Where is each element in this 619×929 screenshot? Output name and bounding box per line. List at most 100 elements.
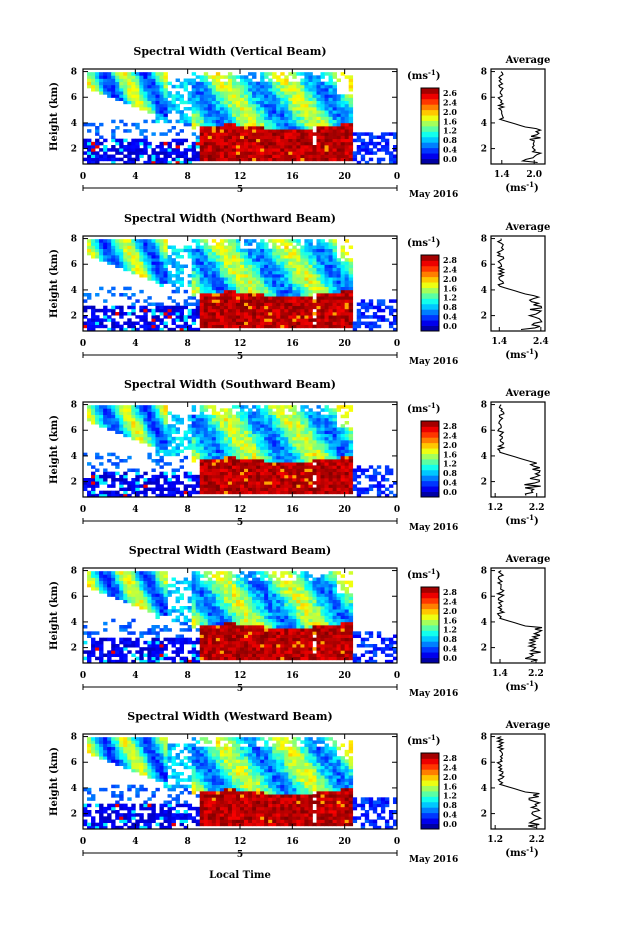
heat-cell: [163, 157, 168, 162]
heat-cell: [268, 443, 273, 447]
heat-cell: [308, 481, 313, 485]
heat-cell: [276, 459, 281, 463]
heat-cell: [316, 446, 321, 450]
heat-cell: [276, 302, 281, 307]
heat-cell: [219, 248, 225, 253]
heat-cell: [203, 245, 209, 250]
heat-cell: [252, 312, 257, 316]
heat-cell: [139, 91, 144, 95]
heat-cell: [336, 119, 341, 124]
heat-cell: [344, 94, 350, 98]
heat-cell: [211, 148, 217, 152]
heat-cell: [203, 433, 209, 438]
heat-cell: [227, 433, 233, 438]
heat-cell: [235, 321, 241, 326]
heat-cell: [280, 487, 285, 492]
heat-cell: [308, 487, 313, 492]
heat-cell: [280, 315, 285, 319]
heat-cell: [252, 446, 257, 450]
heat-cell: [91, 421, 96, 425]
heat-cell: [300, 129, 305, 133]
heat-cell: [215, 122, 221, 127]
heat-cell: [143, 107, 148, 111]
heat-cell: [231, 126, 237, 130]
heat-cell: [159, 408, 164, 412]
heat-cell: [227, 141, 233, 146]
heat-cell: [316, 449, 321, 454]
heat-cell: [376, 135, 382, 140]
heat-cell: [252, 280, 257, 284]
heat-cell: [304, 141, 309, 146]
heat-cell: [163, 446, 168, 450]
heat-cell: [147, 78, 152, 83]
heat-cell: [280, 305, 285, 310]
heat-cell: [260, 312, 265, 316]
heat-cell: [240, 94, 245, 98]
heat-cell: [231, 107, 237, 111]
heat-cell: [328, 107, 333, 111]
heat-cell: [159, 283, 164, 288]
heat-cell: [320, 283, 325, 288]
heat-cell: [332, 251, 337, 256]
heat-cell: [316, 452, 321, 457]
colorbar-segment: [421, 303, 439, 310]
heat-cell: [151, 107, 156, 111]
heat-cell: [231, 88, 237, 92]
heat-cell: [87, 293, 92, 297]
heat-cell: [300, 94, 305, 98]
heat-cell: [107, 490, 112, 495]
heat-cell: [324, 88, 329, 92]
heat-cell: [147, 427, 152, 431]
heat-cell: [227, 449, 233, 454]
heat-cell: [219, 242, 225, 246]
heat-cell: [155, 408, 160, 412]
heat-cell: [272, 324, 277, 329]
x-tick-label: 0: [394, 172, 400, 182]
heat-cell: [268, 157, 273, 162]
heat-cell: [296, 277, 301, 281]
heat-cell: [304, 302, 309, 307]
heat-cell: [304, 122, 309, 127]
heat-cell: [235, 261, 241, 265]
heat-cell: [227, 75, 233, 79]
heat-cell: [119, 478, 124, 482]
heat-cell: [300, 321, 305, 326]
heat-cell: [320, 110, 325, 114]
heat-cell: [191, 148, 197, 152]
heat-cell: [316, 119, 321, 124]
x-tick-label: 8: [185, 339, 191, 349]
heat-cell: [127, 242, 132, 246]
heat-cell: [199, 94, 205, 98]
heat-cell: [95, 78, 100, 83]
heat-cell: [256, 421, 261, 425]
heat-cell: [231, 293, 237, 297]
heat-cell: [87, 580, 92, 585]
heat-cell: [215, 312, 221, 316]
heat-cell: [119, 88, 124, 92]
heat-cell: [107, 239, 112, 243]
average-frame: [490, 68, 546, 165]
heat-cell: [304, 490, 309, 495]
heat-cell: [103, 308, 108, 313]
heat-cell: [163, 462, 168, 466]
heat-cell: [348, 141, 354, 146]
heat-cell: [252, 318, 257, 322]
heat-cell: [384, 305, 390, 310]
heat-cell: [348, 100, 354, 105]
heat-cell: [344, 157, 350, 162]
heat-cell: [248, 424, 253, 428]
heat-cell: [296, 242, 301, 246]
heat-cell: [199, 239, 205, 243]
heat-cell: [211, 255, 217, 259]
heat-cell: [280, 116, 285, 121]
heat-cell: [332, 315, 337, 319]
heat-cell: [147, 487, 152, 492]
heat-cell: [392, 318, 398, 322]
heat-cell: [211, 78, 217, 83]
heat-cell: [280, 129, 285, 133]
heat-cell: [223, 129, 229, 133]
heat-cell: [268, 490, 273, 495]
heat-cell: [240, 88, 245, 92]
heat-cell: [248, 116, 253, 121]
heat-cell: [264, 421, 269, 425]
